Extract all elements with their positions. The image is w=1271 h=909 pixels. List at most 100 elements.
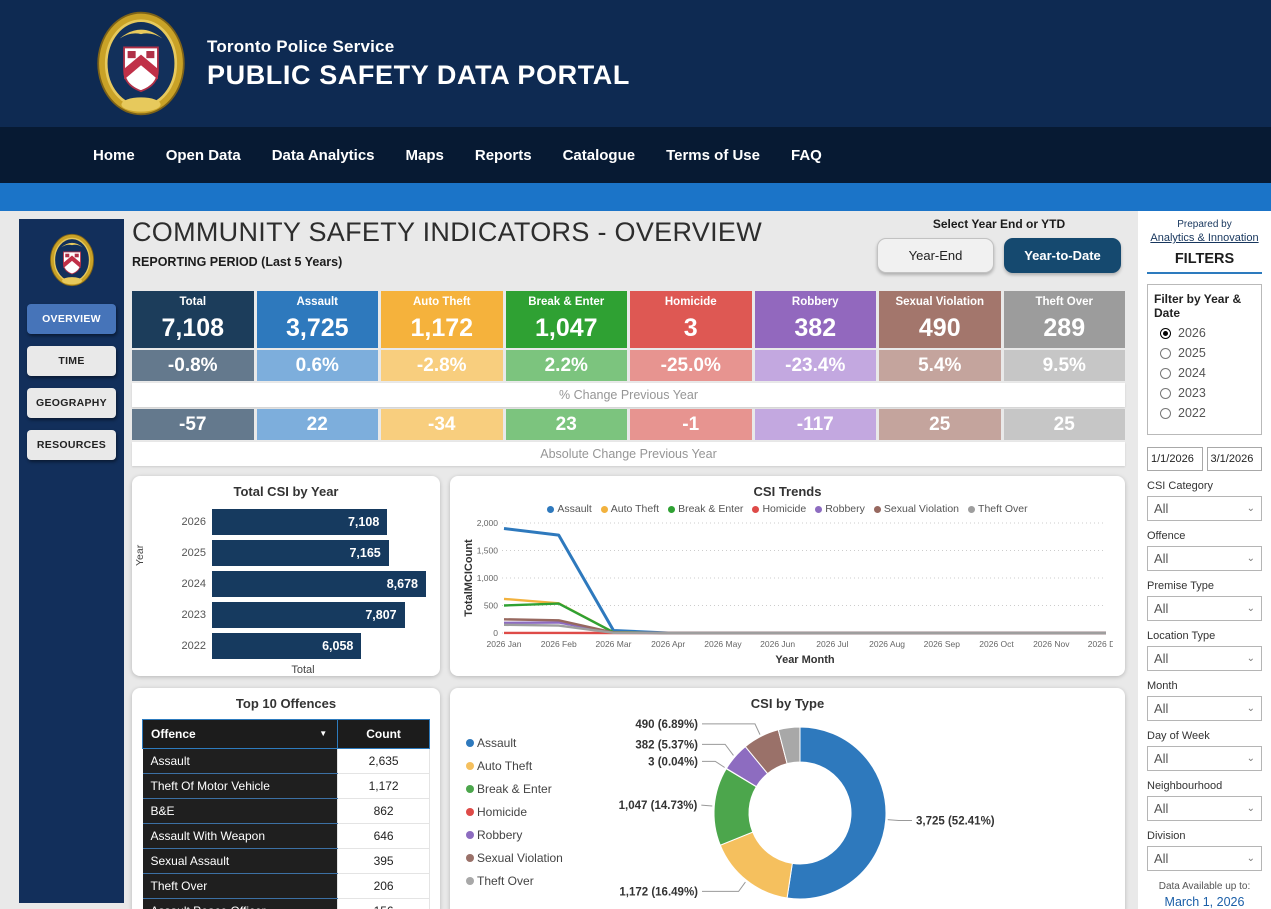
svg-text:2026 Nov: 2026 Nov — [1033, 639, 1070, 649]
filter-dropdown-premise-type[interactable]: All⌄ — [1147, 596, 1262, 621]
bar-2024[interactable]: 8,678 — [212, 571, 426, 597]
year-radio-2024[interactable]: 2024 — [1154, 366, 1255, 380]
year-radio-2023[interactable]: 2023 — [1154, 386, 1255, 400]
year-radio-2026[interactable]: 2026 — [1154, 326, 1255, 340]
top-offences-table: Offence▼Count Assault2,635Theft Of Motor… — [142, 719, 430, 909]
bar-2025[interactable]: 7,165 — [212, 540, 389, 566]
analytics-innovation-link[interactable]: Analytics & Innovation — [1147, 232, 1262, 244]
kpi-abs-change: -34 — [381, 409, 503, 440]
kpi-pct-change: 0.6% — [257, 350, 379, 381]
legend-label: Robbery — [825, 503, 865, 515]
count-cell: 395 — [338, 849, 430, 874]
bar-chart-y-axis-label: Year — [134, 545, 146, 566]
kpi-card-robbery[interactable]: Robbery382 — [755, 291, 877, 348]
kpi-abs-change: -1 — [630, 409, 752, 440]
year-end-button[interactable]: Year-End — [877, 238, 994, 273]
sidebar-item-resources[interactable]: RESOURCES — [27, 430, 116, 460]
table-row[interactable]: Sexual Assault395 — [143, 849, 430, 874]
year-to-date-button[interactable]: Year-to-Date — [1004, 238, 1121, 273]
bar-row-2023: 2023 7,807 — [176, 602, 426, 628]
filter-dropdown-division[interactable]: All⌄ — [1147, 846, 1262, 871]
legend-break-enter[interactable]: Break & Enter — [466, 782, 563, 796]
sidebar-item-time[interactable]: TIME — [27, 346, 116, 376]
filter-dropdown-month[interactable]: All⌄ — [1147, 696, 1262, 721]
nav-item-home[interactable]: Home — [93, 147, 135, 164]
nav-item-reports[interactable]: Reports — [475, 147, 532, 164]
legend-break-enter[interactable]: Break & Enter — [668, 503, 743, 515]
table-row[interactable]: Theft Over206 — [143, 874, 430, 899]
filter-dropdown-csi-category[interactable]: All⌄ — [1147, 496, 1262, 521]
bar-track: 8,678 — [212, 571, 426, 597]
bar-value-label: 6,058 — [322, 639, 361, 653]
bar-year-label: 2022 — [176, 640, 206, 652]
legend-dot-icon — [815, 506, 822, 513]
nav-item-terms-of-use[interactable]: Terms of Use — [666, 147, 760, 164]
prepared-by-label: Prepared by — [1147, 219, 1262, 230]
kpi-value: 1,172 — [381, 314, 503, 343]
kpi-card-theft-over[interactable]: Theft Over289 — [1004, 291, 1126, 348]
kpi-card-sexual-violation[interactable]: Sexual Violation490 — [879, 291, 1001, 348]
kpi-card-assault[interactable]: Assault3,725 — [257, 291, 379, 348]
radio-icon — [1160, 388, 1171, 399]
kpi-abs-change: 25 — [879, 409, 1001, 440]
legend-robbery[interactable]: Robbery — [815, 503, 865, 515]
bar-2026[interactable]: 7,108 — [212, 509, 387, 535]
count-cell: 206 — [338, 874, 430, 899]
nav-item-catalogue[interactable]: Catalogue — [563, 147, 636, 164]
count-column-header[interactable]: Count — [338, 720, 430, 749]
bar-year-label: 2023 — [176, 609, 206, 621]
legend-assault[interactable]: Assault — [466, 736, 563, 750]
table-row[interactable]: Assault2,635 — [143, 749, 430, 774]
nav-item-open-data[interactable]: Open Data — [166, 147, 241, 164]
sidebar-item-overview[interactable]: OVERVIEW — [27, 304, 116, 334]
kpi-abs-change: -57 — [132, 409, 254, 440]
toggle-label: Select Year End or YTD — [877, 217, 1121, 231]
legend-auto-theft[interactable]: Auto Theft — [466, 759, 563, 773]
line-series-assault[interactable] — [504, 529, 1106, 634]
sidebar-item-geography[interactable]: GEOGRAPHY — [27, 388, 116, 418]
legend-theft-over[interactable]: Theft Over — [466, 874, 563, 888]
donut-slice-assault[interactable] — [787, 727, 886, 899]
kpi-card-break-enter[interactable]: Break & Enter1,047 — [506, 291, 628, 348]
kpi-card-total[interactable]: Total7,108 — [132, 291, 254, 348]
nav-item-maps[interactable]: Maps — [406, 147, 444, 164]
table-row[interactable]: Theft Of Motor Vehicle1,172 — [143, 774, 430, 799]
donut-slice-auto-theft[interactable] — [720, 832, 792, 898]
legend-homicide[interactable]: Homicide — [752, 503, 806, 515]
legend-sexual-violation[interactable]: Sexual Violation — [874, 503, 959, 515]
kpi-label: Break & Enter — [506, 291, 628, 308]
filter-dropdown-day-of-week[interactable]: All⌄ — [1147, 746, 1262, 771]
svg-text:1,500: 1,500 — [477, 546, 499, 556]
offence-column-header[interactable]: Offence▼ — [143, 720, 338, 749]
legend-theft-over[interactable]: Theft Over — [968, 503, 1028, 515]
main-nav: Home Open Data Data Analytics Maps Reports Ca… — [0, 127, 1271, 183]
bar-2022[interactable]: 6,058 — [212, 633, 361, 659]
legend-sexual-violation[interactable]: Sexual Violation — [466, 851, 563, 865]
legend-homicide[interactable]: Homicide — [466, 805, 563, 819]
legend-auto-theft[interactable]: Auto Theft — [601, 503, 659, 515]
date-from-input[interactable]: 1/1/2026 — [1147, 447, 1203, 471]
table-row[interactable]: Assault With Weapon646 — [143, 824, 430, 849]
table-row[interactable]: B&E862 — [143, 799, 430, 824]
csi-by-type-panel: CSI by Type AssaultAuto TheftBreak & Ent… — [450, 688, 1125, 909]
bar-2023[interactable]: 7,807 — [212, 602, 405, 628]
kpi-card-homicide[interactable]: Homicide3 — [630, 291, 752, 348]
legend-assault[interactable]: Assault — [547, 503, 591, 515]
count-cell: 646 — [338, 824, 430, 849]
nav-item-data-analytics[interactable]: Data Analytics — [272, 147, 375, 164]
kpi-card-auto-theft[interactable]: Auto Theft1,172 — [381, 291, 503, 348]
legend-robbery[interactable]: Robbery — [466, 828, 563, 842]
nav-item-faq[interactable]: FAQ — [791, 147, 822, 164]
svg-text:2026 Feb: 2026 Feb — [541, 639, 577, 649]
year-radio-2025[interactable]: 2025 — [1154, 346, 1255, 360]
year-filter-label: Filter by Year & Date — [1154, 292, 1255, 320]
year-radio-2022[interactable]: 2022 — [1154, 406, 1255, 420]
date-to-input[interactable]: 3/1/2026 — [1207, 447, 1263, 471]
masthead: Toronto Police Service PUBLIC SAFETY DAT… — [0, 0, 1271, 127]
legend-dot-icon — [466, 785, 474, 793]
filter-dropdown-neighbourhood[interactable]: All⌄ — [1147, 796, 1262, 821]
kpi-grid: Total7,108Assault3,725Auto Theft1,172Bre… — [132, 291, 1125, 466]
filter-dropdown-offence[interactable]: All⌄ — [1147, 546, 1262, 571]
table-row[interactable]: Assault Peace Officer156 — [143, 899, 430, 909]
filter-dropdown-location-type[interactable]: All⌄ — [1147, 646, 1262, 671]
